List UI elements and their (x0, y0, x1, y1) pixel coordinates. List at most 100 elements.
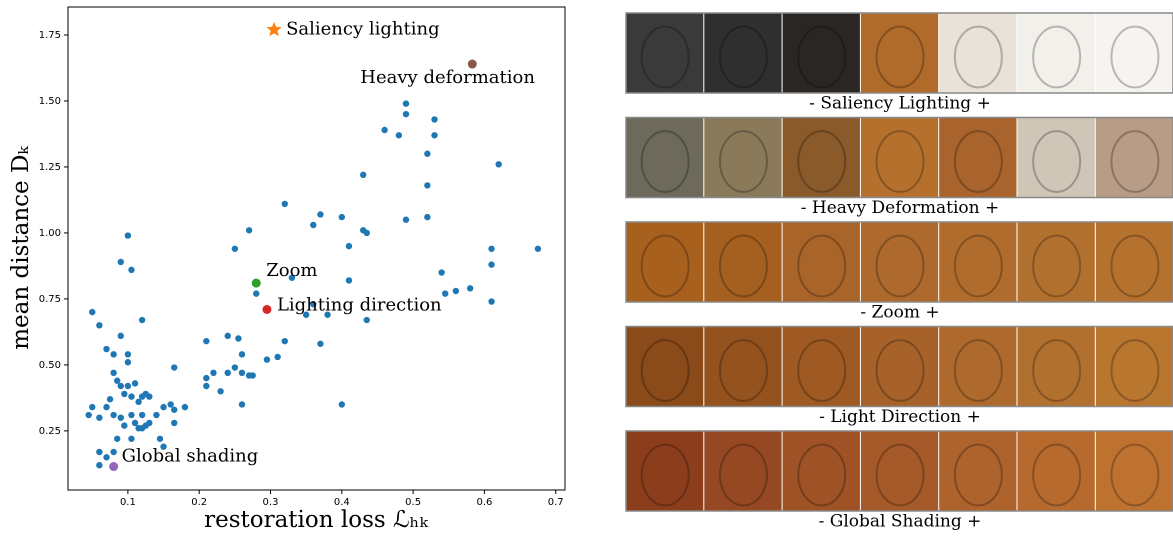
point (132, 380, 138, 386)
image-subject (798, 445, 845, 506)
point (125, 383, 131, 389)
highlight-point (109, 462, 118, 471)
point (118, 414, 124, 420)
point (396, 132, 402, 138)
point (339, 214, 345, 220)
image-subject (877, 27, 924, 88)
point (103, 346, 109, 352)
image-subject (1033, 236, 1080, 297)
point (431, 132, 437, 138)
point (203, 338, 209, 344)
point (132, 420, 138, 426)
y-tick-label: 1.75 (39, 30, 61, 41)
point-annotation: Lighting direction (277, 294, 442, 315)
image-subject (1111, 340, 1158, 401)
image-strip-caption: - Zoom + (860, 303, 939, 323)
point (438, 269, 444, 275)
point (103, 454, 109, 460)
x-tick-label: 0.6 (476, 497, 492, 508)
image-subject (720, 236, 767, 297)
point (264, 356, 270, 362)
image-subject (642, 445, 689, 506)
image-strip-caption: - Light Direction + (819, 407, 981, 427)
point (107, 396, 113, 402)
point (110, 370, 116, 376)
point (121, 391, 127, 397)
point (239, 351, 245, 357)
point (114, 436, 120, 442)
point (146, 393, 152, 399)
image-subject (955, 340, 1002, 401)
point (118, 383, 124, 389)
point (96, 414, 102, 420)
highlight-point (266, 22, 281, 36)
point (182, 404, 188, 410)
point (535, 246, 541, 252)
point (274, 354, 280, 360)
point (171, 407, 177, 413)
point (249, 372, 255, 378)
image-subject (642, 27, 689, 88)
point (364, 230, 370, 236)
image-subject (798, 236, 845, 297)
figure: restoration loss ℒₕₖ mean distance Dₖ 0.… (0, 0, 1173, 538)
point (121, 422, 127, 428)
x-tick-label: 0.1 (120, 497, 136, 508)
x-tick-label: 0.3 (263, 497, 279, 508)
point (467, 285, 473, 291)
point-annotation: Global shading (122, 446, 259, 467)
image-subject (877, 236, 924, 297)
point (125, 359, 131, 365)
point (346, 277, 352, 283)
image-subject (1033, 131, 1080, 192)
image-subject (1033, 27, 1080, 88)
image-subject (1111, 445, 1158, 506)
point (110, 449, 116, 455)
point (424, 151, 430, 157)
image-subject (798, 131, 845, 192)
point (110, 351, 116, 357)
point (253, 290, 259, 296)
point (246, 227, 252, 233)
image-subject (798, 27, 845, 88)
point (442, 290, 448, 296)
point (424, 214, 430, 220)
point-annotation: Heavy deformation (360, 67, 535, 88)
point (96, 322, 102, 328)
point (317, 211, 323, 217)
point (157, 436, 163, 442)
image-subject (955, 445, 1002, 506)
point (114, 378, 120, 384)
point (167, 401, 173, 407)
point (424, 182, 430, 188)
y-tick-label: 1.50 (39, 96, 61, 107)
point (232, 246, 238, 252)
point (495, 161, 501, 167)
x-axis-label: restoration loss ℒₕₖ (204, 507, 428, 533)
point (89, 404, 95, 410)
point (203, 375, 209, 381)
point (364, 317, 370, 323)
point (431, 116, 437, 122)
image-subject (955, 236, 1002, 297)
point (139, 317, 145, 323)
image-strip-caption: - Saliency Lighting + (809, 94, 991, 114)
point (232, 364, 238, 370)
y-tick-label: 0.75 (39, 294, 61, 305)
image-subject (1111, 131, 1158, 192)
point (381, 127, 387, 133)
point (317, 341, 323, 347)
point (235, 335, 241, 341)
point (96, 462, 102, 468)
point (488, 246, 494, 252)
point (139, 412, 145, 418)
point (128, 267, 134, 273)
x-tick-label: 0.5 (405, 497, 421, 508)
point-annotation: Saliency lighting (286, 19, 440, 40)
point (89, 309, 95, 315)
point (96, 449, 102, 455)
point (210, 370, 216, 376)
point (239, 370, 245, 376)
point (403, 217, 409, 223)
image-subject (1111, 27, 1158, 88)
